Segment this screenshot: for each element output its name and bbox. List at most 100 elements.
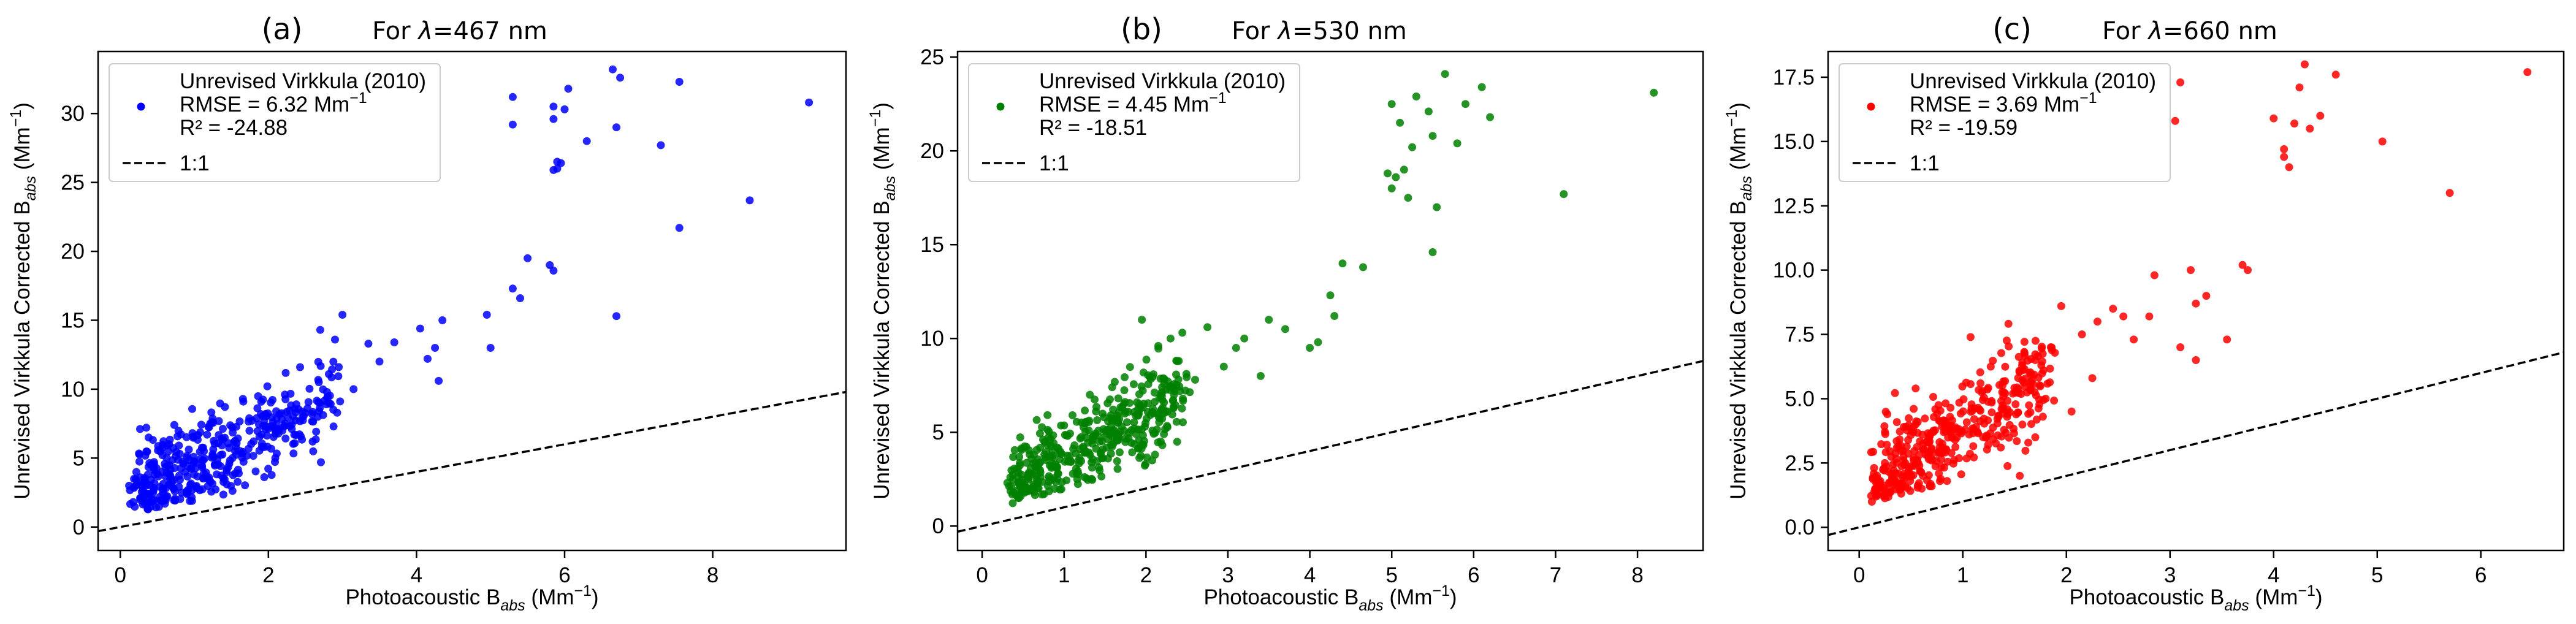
data-point bbox=[2316, 112, 2325, 120]
data-point bbox=[1885, 479, 1894, 487]
data-point bbox=[259, 395, 267, 404]
data-point bbox=[1887, 452, 1896, 461]
data-point bbox=[553, 158, 562, 166]
data-point bbox=[1987, 408, 1996, 417]
data-point bbox=[2020, 349, 2029, 357]
data-point bbox=[1957, 470, 1965, 479]
data-point bbox=[1144, 380, 1153, 389]
data-point bbox=[2109, 305, 2117, 313]
data-point bbox=[298, 407, 307, 416]
data-point bbox=[308, 437, 317, 446]
y-tick-label: 2.5 bbox=[1785, 451, 1815, 475]
data-point bbox=[2280, 145, 2288, 153]
one-to-one-line bbox=[1828, 351, 2564, 536]
data-point bbox=[1043, 482, 1052, 490]
data-point bbox=[1965, 430, 1973, 439]
data-point bbox=[331, 335, 339, 344]
data-point bbox=[2035, 395, 2043, 404]
data-point bbox=[2280, 153, 2288, 161]
data-point bbox=[438, 316, 447, 324]
data-point bbox=[1892, 458, 1901, 467]
data-point bbox=[191, 482, 200, 491]
data-point bbox=[2024, 438, 2032, 447]
data-point bbox=[1045, 461, 1054, 470]
data-point bbox=[1088, 474, 1096, 483]
data-point bbox=[1129, 380, 1138, 389]
data-point bbox=[1088, 436, 1097, 444]
data-point bbox=[162, 468, 171, 477]
data-point bbox=[1883, 410, 1892, 419]
data-point bbox=[2050, 397, 2059, 405]
data-point bbox=[1921, 414, 1929, 423]
data-point bbox=[219, 435, 227, 444]
data-point bbox=[424, 354, 432, 363]
data-point bbox=[1896, 435, 1904, 444]
data-point bbox=[1158, 388, 1167, 397]
panel-title: For λ=467 nm bbox=[372, 17, 547, 45]
data-point bbox=[148, 436, 157, 444]
data-point bbox=[335, 363, 343, 371]
legend-box bbox=[109, 63, 441, 182]
data-point bbox=[271, 425, 280, 434]
y-tick-label: 0.0 bbox=[1785, 516, 1815, 539]
data-point bbox=[1997, 432, 2006, 441]
data-point bbox=[1314, 338, 1322, 346]
data-point bbox=[164, 447, 173, 455]
data-point bbox=[334, 372, 343, 381]
data-point bbox=[1240, 334, 1249, 343]
data-point bbox=[1172, 370, 1180, 379]
data-point bbox=[210, 436, 218, 445]
data-point bbox=[349, 385, 358, 394]
data-point bbox=[1907, 431, 1915, 439]
data-point bbox=[675, 224, 684, 232]
data-point bbox=[1080, 448, 1089, 457]
data-point bbox=[1935, 416, 1943, 425]
data-point bbox=[1007, 487, 1015, 495]
data-point bbox=[1136, 405, 1145, 413]
x-tick-label: 0 bbox=[976, 563, 988, 587]
legend-series-label: Unrevised Virkkula (2010) bbox=[180, 69, 426, 93]
data-point bbox=[1915, 479, 1923, 487]
data-point bbox=[1953, 433, 1961, 442]
y-axis-label: Unrevised Virkkula Corrected Babs (Mm−1) bbox=[7, 102, 39, 500]
data-point bbox=[315, 398, 324, 407]
data-point bbox=[150, 497, 158, 505]
data-point bbox=[2067, 407, 2076, 416]
data-point bbox=[2192, 299, 2200, 308]
data-point bbox=[1100, 413, 1108, 422]
one-to-one-line-group bbox=[1828, 351, 2564, 536]
legend-rmse: RMSE = 3.69 Mm−1 bbox=[1910, 89, 2097, 116]
data-point bbox=[2037, 344, 2046, 353]
data-point bbox=[2002, 337, 2011, 344]
data-point bbox=[609, 65, 617, 74]
data-point bbox=[1032, 416, 1041, 424]
data-point bbox=[1901, 459, 1910, 468]
data-point bbox=[1886, 485, 1894, 494]
y-tick-label: 0 bbox=[73, 516, 85, 539]
data-point bbox=[1203, 323, 1212, 332]
data-point bbox=[1175, 357, 1183, 365]
data-point bbox=[1966, 333, 1975, 341]
data-point bbox=[1984, 416, 1992, 425]
data-point bbox=[275, 410, 284, 419]
data-point bbox=[175, 471, 183, 480]
data-point bbox=[431, 344, 440, 352]
data-point bbox=[1897, 489, 1905, 498]
data-point bbox=[1170, 380, 1178, 389]
data-point bbox=[1040, 490, 1048, 498]
data-point bbox=[2176, 78, 2185, 86]
scatter-points bbox=[1003, 70, 1658, 508]
data-point bbox=[1113, 457, 1121, 465]
data-point bbox=[182, 487, 191, 496]
y-tick-label: 5.0 bbox=[1785, 387, 1815, 411]
panel-3: 0 1 2 3 4 5 6 0.0 2.5 5.0 7.5 10.0 12.5 15.0 17.5 Photo… bbox=[1723, 12, 2565, 614]
data-point bbox=[309, 417, 318, 426]
data-point bbox=[278, 426, 287, 435]
data-point bbox=[183, 452, 191, 460]
data-point bbox=[175, 441, 183, 450]
data-point bbox=[1036, 443, 1045, 452]
one-to-one-line-group bbox=[958, 360, 1703, 533]
data-point bbox=[1927, 444, 1936, 452]
data-point bbox=[1045, 474, 1053, 482]
data-point bbox=[218, 441, 226, 450]
